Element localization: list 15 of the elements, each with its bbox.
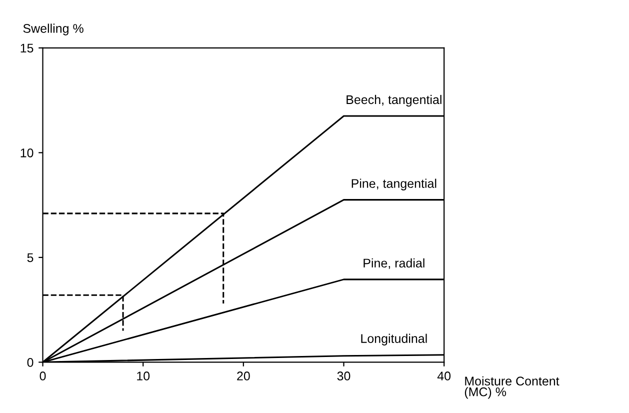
y-axis-title: Swelling %: [23, 24, 84, 36]
y-tick-label: 15: [20, 44, 34, 53]
x-tick-label: 30: [337, 372, 350, 380]
x-tick-label: 10: [137, 372, 150, 380]
x-tick-label: 20: [237, 372, 250, 380]
series-label: Beech, tangential: [346, 94, 442, 107]
x-tick-label: 40: [437, 372, 451, 380]
y-tick-label: 5: [27, 253, 34, 262]
y-tick-label: 0: [27, 358, 34, 367]
x-tick-label: 0: [40, 372, 46, 380]
series-label: Longitudinal: [361, 334, 427, 346]
x-axis-title: Moisture Content (MC) %: [464, 376, 560, 399]
series-label: Pine, radial: [364, 258, 424, 270]
series-label: Pine, tangential: [352, 178, 436, 190]
y-tick-label: 10: [20, 148, 34, 158]
